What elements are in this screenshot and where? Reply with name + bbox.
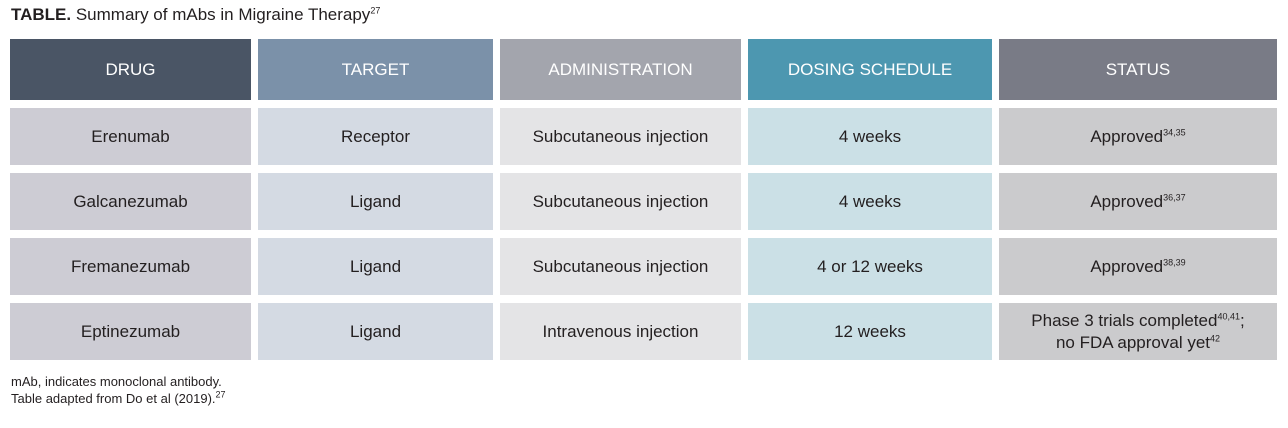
cell-drug: Galcanezumab: [10, 173, 251, 230]
footnote-source: Table adapted from Do et al (2019).27: [11, 389, 226, 406]
cell-target: Receptor: [258, 108, 493, 165]
cell-administration: Subcutaneous injection: [500, 173, 741, 230]
cell-status: Approved36,37: [999, 173, 1277, 230]
cell-dosing: 4 weeks: [748, 108, 992, 165]
footnote-abbreviation: mAb, indicates monoclonal antibody.: [11, 374, 222, 389]
cell-status: Phase 3 trials completed40,41; no FDA app…: [999, 303, 1277, 360]
cell-administration: Intravenous injection: [500, 303, 741, 360]
cell-administration: Subcutaneous injection: [500, 238, 741, 295]
migraine-mabs-table: DRUG TARGET ADMINISTRATION DOSING SCHEDU…: [10, 39, 1277, 360]
header-target: TARGET: [258, 39, 493, 100]
header-dosing-schedule: DOSING SCHEDULE: [748, 39, 992, 100]
header-drug: DRUG: [10, 39, 251, 100]
cell-target: Ligand: [258, 238, 493, 295]
cell-dosing: 4 weeks: [748, 173, 992, 230]
cell-status: Approved38,39: [999, 238, 1277, 295]
cell-drug: Fremanezumab: [10, 238, 251, 295]
table-title: TABLE. Summary of mAbs in Migraine Thera…: [11, 5, 381, 24]
cell-administration: Subcutaneous injection: [500, 108, 741, 165]
header-administration: ADMINISTRATION: [500, 39, 741, 100]
cell-drug: Eptinezumab: [10, 303, 251, 360]
cell-target: Ligand: [258, 173, 493, 230]
header-status: STATUS: [999, 39, 1277, 100]
cell-drug: Erenumab: [10, 108, 251, 165]
cell-dosing: 12 weeks: [748, 303, 992, 360]
cell-status: Approved34,35: [999, 108, 1277, 165]
cell-target: Ligand: [258, 303, 493, 360]
cell-dosing: 4 or 12 weeks: [748, 238, 992, 295]
